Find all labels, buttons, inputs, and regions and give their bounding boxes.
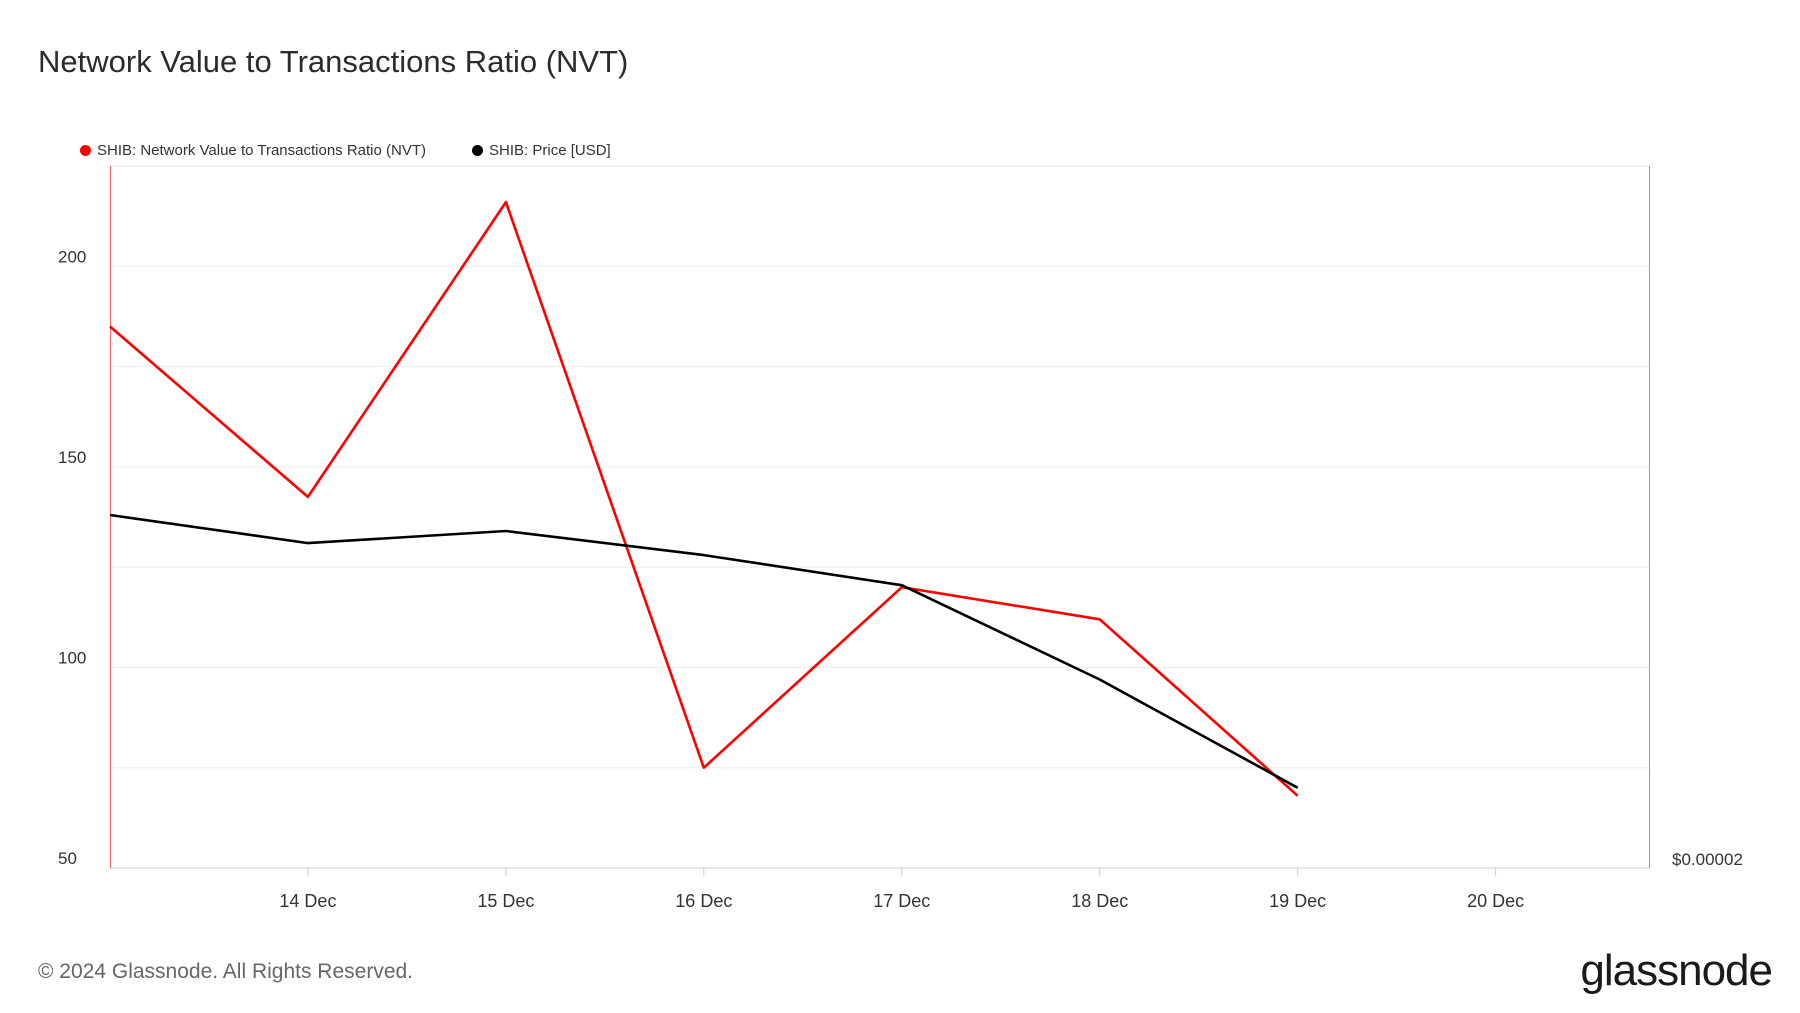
x-tick-label: 14 Dec	[279, 891, 336, 911]
y-tick-label: 50	[58, 849, 77, 868]
x-tick-label: 18 Dec	[1071, 891, 1128, 911]
footer-copyright: © 2024 Glassnode. All Rights Reserved.	[38, 960, 414, 983]
y-tick-label: 200	[58, 247, 86, 266]
x-tick-label: 16 Dec	[675, 891, 732, 911]
series-line-nvt	[109, 200, 1299, 797]
legend-dot-nvt	[80, 145, 91, 156]
grid-lines	[110, 265, 1650, 769]
legend-label-price: SHIB: Price [USD]	[489, 142, 611, 159]
x-ticks: 14 Dec 15 Dec 16 Dec 17 Dec 18 Dec 19 Dec 20 D…	[279, 868, 1524, 911]
legend-dot-price	[472, 145, 484, 156]
right-axis-tick-label: $0.00002	[1672, 850, 1743, 869]
chart-legend: SHIB: Network Value to Transactions Rati…	[80, 142, 611, 159]
legend-label-nvt: SHIB: Network Value to Transactions Rati…	[97, 142, 427, 159]
legend-item-nvt[interactable]: SHIB: Network Value to Transactions Rati…	[80, 142, 426, 159]
series-line-price	[109, 513, 1299, 789]
series-lines	[109, 200, 1299, 797]
y-tick-label: 150	[58, 448, 86, 467]
y-tick-label: 100	[58, 648, 86, 667]
x-tick-label: 15 Dec	[477, 891, 534, 911]
chart-title: Network Value to Transactions Ratio (NVT…	[38, 44, 629, 79]
x-tick-label: 17 Dec	[873, 891, 930, 911]
y-ticks: 200 150 100 50	[58, 247, 86, 868]
glassnode-logo: glassnode	[1580, 946, 1773, 995]
x-tick-label: 20 Dec	[1467, 891, 1524, 911]
x-tick-label: 19 Dec	[1269, 891, 1326, 911]
legend-item-price[interactable]: SHIB: Price [USD]	[472, 142, 611, 159]
